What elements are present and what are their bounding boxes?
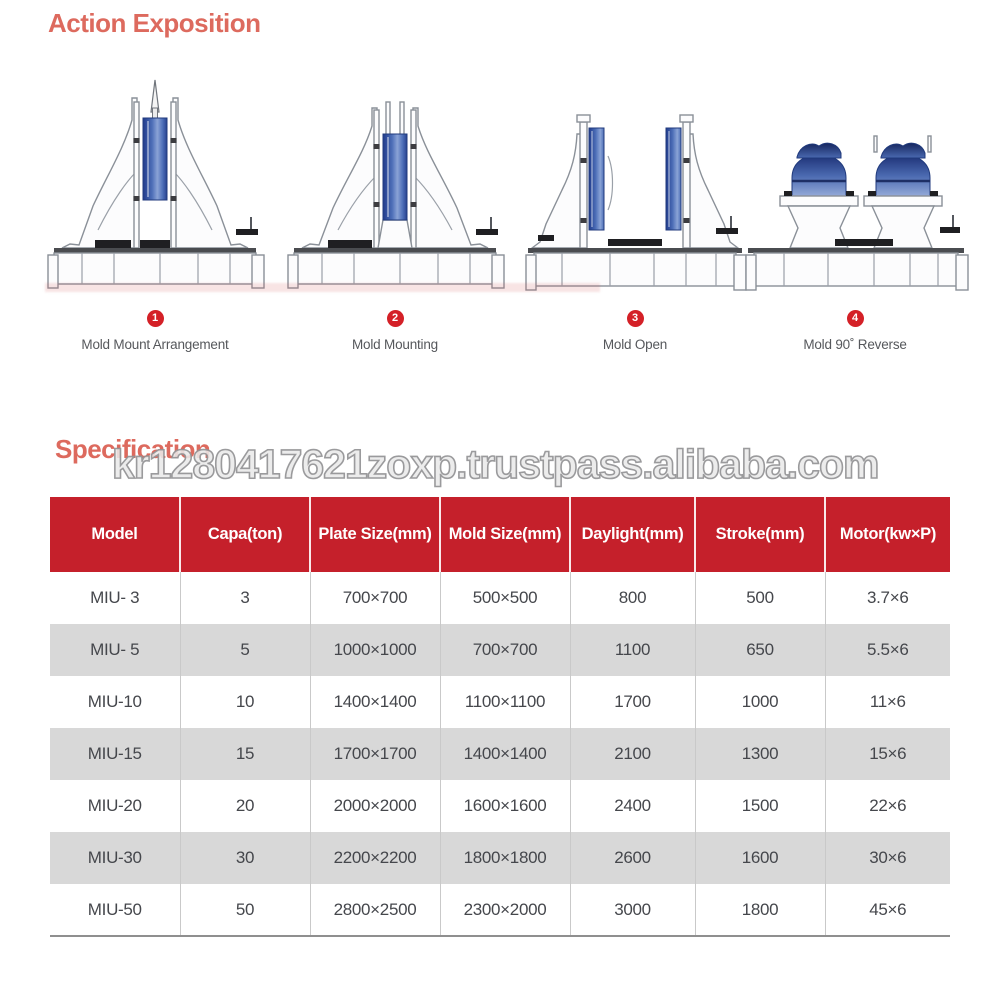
table-cell: 30×6 xyxy=(824,832,950,884)
column-header: Plate Size(mm) xyxy=(309,497,440,572)
scan-artifact xyxy=(45,283,600,292)
table-cell: 1100×1100 xyxy=(439,676,570,728)
table-cell: 5.5×6 xyxy=(824,624,950,676)
mold-90-reverse-diagram xyxy=(745,135,969,291)
table-cell: MIU-15 xyxy=(50,728,180,780)
column-header: Model xyxy=(50,497,180,572)
table-row: MIU-20 20 2000×2000 1600×1600 2400 1500 22×6 xyxy=(50,780,950,832)
table-cell: 2000×2000 xyxy=(309,780,440,832)
table-cell: MIU- 5 xyxy=(50,624,180,676)
table-cell: 2100 xyxy=(569,728,695,780)
table-row: MIU-30 30 2200×2200 1800×1800 2600 1600 30×6 xyxy=(50,832,950,884)
figure-mold-mount-arrangement: 1 Mold Mount Arrangement xyxy=(40,78,270,352)
table-cell: 500 xyxy=(694,572,825,624)
table-cell: 50 xyxy=(179,884,310,937)
figure-mold-90-reverse: 4 Mold 90˚ Reverse xyxy=(740,78,970,352)
table-cell: MIU- 3 xyxy=(90,588,140,607)
table-cell: MIU-20 xyxy=(87,796,142,815)
table-cell: 1400×1400 xyxy=(439,728,570,780)
step-badge-3: 3 xyxy=(626,310,644,327)
table-cell: 1500 xyxy=(694,780,825,832)
table-cell: 1600 xyxy=(694,832,825,884)
table-cell: 3 xyxy=(179,572,310,624)
table-row: MIU- 5 5 1000×1000 700×700 1100 650 5.5×6 xyxy=(50,624,950,676)
table-cell: 1700×1700 xyxy=(309,728,440,780)
table-cell: MIU-10 xyxy=(87,692,142,711)
table-row: MIU-15 15 1700×1700 1400×1400 2100 1300 15×6 xyxy=(50,728,950,780)
figure-caption-4: Mold 90˚ Reverse xyxy=(803,337,907,352)
table-cell: 1000×1000 xyxy=(309,624,440,676)
figure-caption-1: Mold Mount Arrangement xyxy=(81,337,229,352)
column-header: Daylight(mm) xyxy=(569,497,695,572)
table-cell: 1000 xyxy=(694,676,825,728)
table-cell: 20 xyxy=(179,780,310,832)
table-cell: 700×700 xyxy=(439,624,570,676)
table-cell: 15×6 xyxy=(824,728,950,780)
column-header: Motor(kw×P) xyxy=(824,497,950,572)
figure-caption-2: Mold Mounting xyxy=(352,337,438,352)
section-title-action-exposition: Action Exposition xyxy=(48,8,261,38)
step-badge-2: 2 xyxy=(386,310,404,327)
table-cell: 2400 xyxy=(569,780,695,832)
table-cell: 22×6 xyxy=(824,780,950,832)
table-cell: 11×6 xyxy=(824,676,950,728)
table-cell: 500×500 xyxy=(439,572,570,624)
specification-table: Model Capa(ton) Plate Size(mm) Mold Size(mm… xyxy=(50,497,950,937)
table-cell: 2200×2200 xyxy=(309,832,440,884)
figure-mold-mounting: 2 Mold Mounting xyxy=(280,78,510,352)
table-cell: 30 xyxy=(179,832,310,884)
mold-open-diagram xyxy=(525,114,747,291)
table-cell: 1800 xyxy=(694,884,825,937)
table-row: MIU-50 50 2800×2500 2300×2000 3000 1800 45×6 xyxy=(50,884,950,937)
table-cell: 800 xyxy=(569,572,695,624)
table-row: MIU-10 10 1400×1400 1100×1100 1700 1000 11×6 xyxy=(50,676,950,728)
table-cell: 10 xyxy=(179,676,310,728)
table-cell: 1100 xyxy=(569,624,695,676)
mold-mounting-diagram xyxy=(287,101,505,289)
column-header: Stroke(mm) xyxy=(694,497,825,572)
section-title-specification: Specification xyxy=(55,434,211,464)
table-cell: MIU-30 xyxy=(50,832,180,884)
table-cell: 1300 xyxy=(694,728,825,780)
figure-caption-3: Mold Open xyxy=(602,337,668,352)
table-row: MIU- 3 3 700×700 500×500 800 500 3.7×6 xyxy=(50,572,950,624)
table-cell: 2600 xyxy=(569,832,695,884)
table-cell: 700×700 xyxy=(309,572,440,624)
table-cell: 3000 xyxy=(569,884,695,937)
figure-mold-open: 3 Mold Open xyxy=(520,78,750,352)
step-badge-4: 4 xyxy=(846,310,864,327)
column-header: Mold Size(mm) xyxy=(439,497,570,572)
table-cell: 5 xyxy=(179,624,310,676)
table-cell: 1800×1800 xyxy=(439,832,570,884)
column-header: Capa(ton) xyxy=(179,497,310,572)
table-header-row: Model Capa(ton) Plate Size(mm) Mold Size(mm… xyxy=(50,497,950,572)
table-cell: 2800×2500 xyxy=(309,884,440,937)
table-cell: 1700 xyxy=(569,676,695,728)
table-cell: 45×6 xyxy=(824,884,950,937)
table-cell: 3.7×6 xyxy=(824,572,950,624)
table-cell: 1600×1600 xyxy=(439,780,570,832)
trustpass-watermark: kr1280417621zoxp.trustpass.alibaba.com xyxy=(111,440,880,488)
table-cell: 2300×2000 xyxy=(439,884,570,937)
table-cell: 15 xyxy=(179,728,310,780)
table-cell: MIU-50 xyxy=(50,884,180,937)
mold-mount-arrangement-diagram xyxy=(47,79,265,289)
step-badge-1: 1 xyxy=(146,310,164,327)
table-cell: 1400×1400 xyxy=(309,676,440,728)
table-cell: 650 xyxy=(694,624,825,676)
